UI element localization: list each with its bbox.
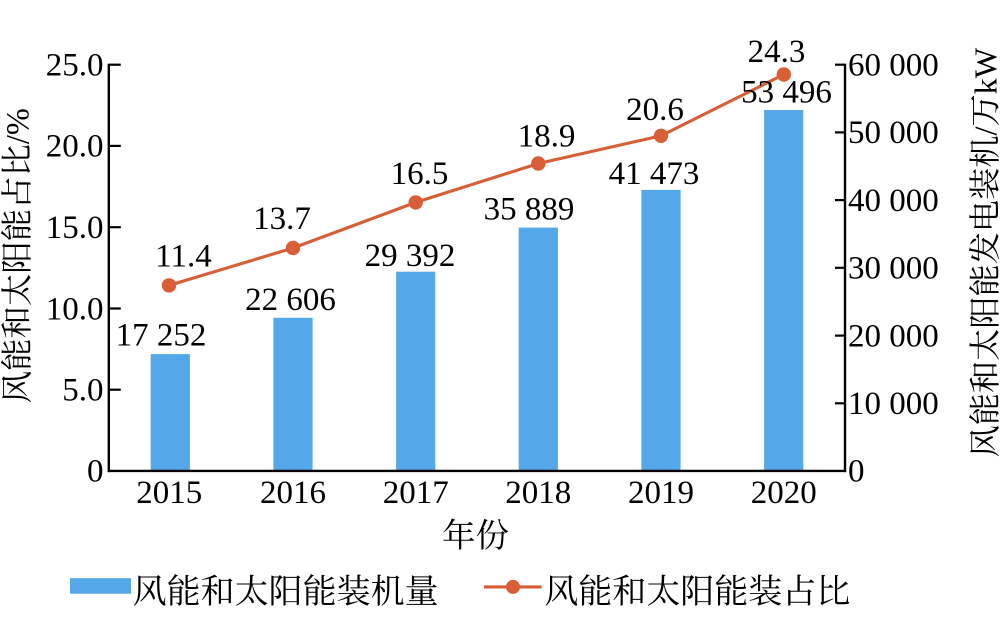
- svg-text:29 392: 29 392: [365, 238, 456, 274]
- svg-text:35 889: 35 889: [484, 192, 575, 228]
- svg-text:30 000: 30 000: [848, 251, 939, 287]
- svg-text:/%: /%: [0, 108, 36, 144]
- svg-text:41 473: 41 473: [609, 156, 700, 192]
- svg-text:11.4: 11.4: [155, 238, 212, 274]
- svg-text:0: 0: [87, 454, 104, 490]
- svg-text:20 000: 20 000: [848, 318, 939, 354]
- svg-text:0: 0: [848, 454, 865, 490]
- svg-text:50 000: 50 000: [848, 115, 939, 151]
- svg-text:13.7: 13.7: [253, 201, 311, 237]
- svg-text:2019: 2019: [628, 475, 694, 511]
- svg-text:20.6: 20.6: [626, 92, 684, 128]
- svg-text:kW: kW: [967, 47, 1003, 94]
- svg-text:2017: 2017: [383, 475, 449, 511]
- svg-text:2016: 2016: [260, 475, 326, 511]
- svg-text:2020: 2020: [751, 475, 817, 511]
- svg-text:53 496: 53 496: [741, 75, 832, 111]
- svg-text:22 606: 22 606: [245, 282, 336, 318]
- svg-text:60 000: 60 000: [848, 48, 939, 84]
- svg-text:5.0: 5.0: [62, 373, 103, 409]
- svg-text:18.9: 18.9: [518, 118, 576, 154]
- svg-text:/: /: [967, 127, 1003, 136]
- svg-text:15.0: 15.0: [46, 210, 104, 246]
- svg-text:10 000: 10 000: [848, 386, 939, 422]
- svg-text:25.0: 25.0: [46, 48, 104, 84]
- svg-text:40 000: 40 000: [848, 183, 939, 219]
- svg-text:20.0: 20.0: [46, 129, 104, 165]
- svg-text:24.3: 24.3: [748, 34, 806, 70]
- svg-text:10.0: 10.0: [46, 291, 104, 327]
- svg-text:16.5: 16.5: [391, 156, 449, 192]
- svg-text:17 252: 17 252: [116, 318, 207, 354]
- svg-text:2015: 2015: [136, 475, 202, 511]
- svg-text:2018: 2018: [505, 475, 571, 511]
